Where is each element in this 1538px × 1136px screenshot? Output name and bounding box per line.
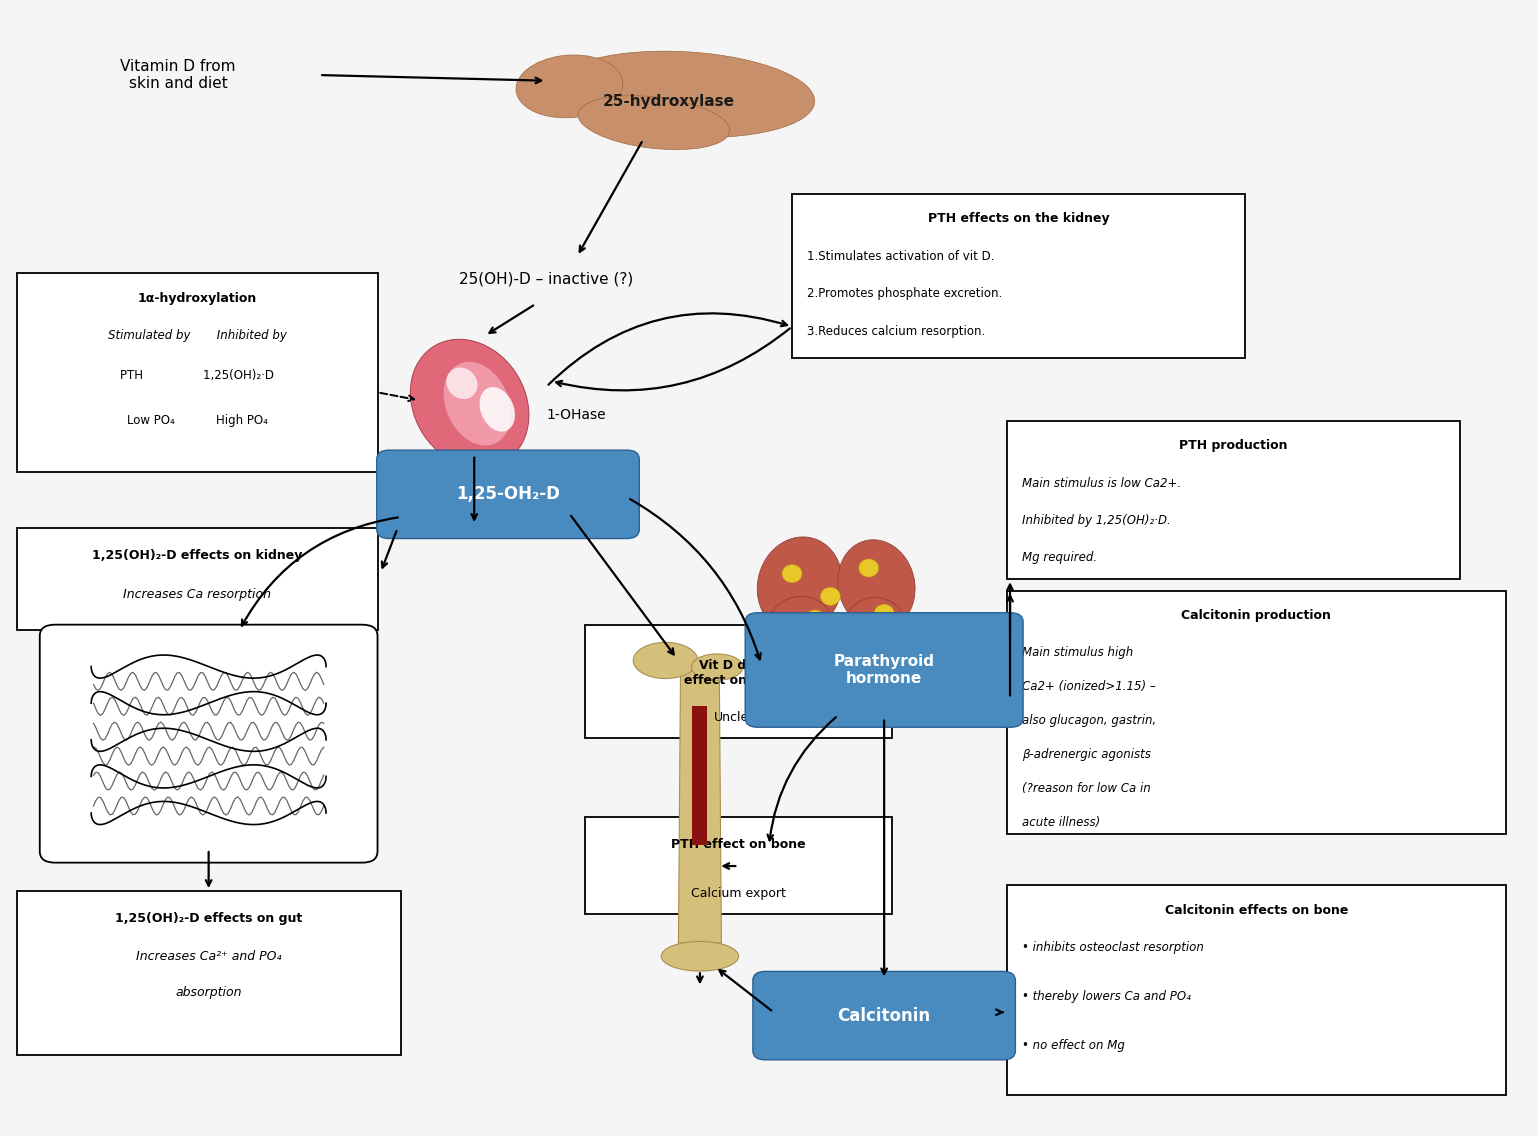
Text: 3.Reduces calcium resorption.: 3.Reduces calcium resorption.: [807, 325, 986, 337]
Text: • thereby lowers Ca and PO₄: • thereby lowers Ca and PO₄: [1023, 989, 1192, 1003]
FancyBboxPatch shape: [17, 891, 400, 1055]
Polygon shape: [678, 663, 721, 943]
Text: Mg required.: Mg required.: [1023, 551, 1098, 565]
Text: 2.Promotes phosphate excretion.: 2.Promotes phosphate excretion.: [807, 287, 1003, 300]
Text: Calcitonin effects on bone: Calcitonin effects on bone: [1164, 904, 1349, 917]
FancyBboxPatch shape: [17, 528, 377, 630]
Text: (?reason for low Ca in: (?reason for low Ca in: [1023, 783, 1150, 795]
Text: Increases Ca²⁺ and PO₄: Increases Ca²⁺ and PO₄: [135, 950, 281, 963]
Ellipse shape: [480, 387, 515, 432]
Text: Calcitonin: Calcitonin: [838, 1006, 930, 1025]
Ellipse shape: [578, 95, 729, 150]
Ellipse shape: [691, 654, 743, 680]
Ellipse shape: [844, 598, 909, 663]
Text: Vitamin D from
skin and diet: Vitamin D from skin and diet: [120, 59, 235, 91]
Text: PTH effect on bone: PTH effect on bone: [671, 838, 806, 851]
FancyBboxPatch shape: [792, 194, 1244, 358]
Ellipse shape: [858, 559, 878, 577]
FancyBboxPatch shape: [584, 625, 892, 738]
Text: 25(OH)-D – inactive (?): 25(OH)-D – inactive (?): [460, 272, 634, 286]
Text: Calcitonin production: Calcitonin production: [1181, 609, 1332, 623]
Ellipse shape: [764, 596, 834, 665]
FancyBboxPatch shape: [40, 625, 377, 862]
Ellipse shape: [446, 368, 477, 399]
Text: 1,25-OH₂-D: 1,25-OH₂-D: [457, 485, 560, 503]
FancyBboxPatch shape: [754, 971, 1015, 1060]
Text: 25-hydroxylase: 25-hydroxylase: [603, 93, 735, 109]
Text: Parathyroid
hormone: Parathyroid hormone: [834, 654, 935, 686]
Text: • no effect on Mg: • no effect on Mg: [1023, 1038, 1126, 1052]
Text: Main stimulus is low Ca2+.: Main stimulus is low Ca2+.: [1023, 476, 1181, 490]
FancyBboxPatch shape: [1007, 885, 1506, 1095]
FancyBboxPatch shape: [17, 274, 377, 471]
Ellipse shape: [804, 610, 824, 628]
Text: 1α-hydroxylation: 1α-hydroxylation: [137, 292, 257, 304]
Text: Unclear: Unclear: [714, 711, 763, 724]
Polygon shape: [692, 707, 707, 844]
FancyBboxPatch shape: [584, 817, 892, 913]
Text: 1.Stimulates activation of vit D.: 1.Stimulates activation of vit D.: [807, 250, 995, 262]
Ellipse shape: [443, 362, 511, 445]
Ellipse shape: [874, 604, 894, 623]
Text: absorption: absorption: [175, 986, 241, 1000]
FancyBboxPatch shape: [1007, 591, 1506, 834]
FancyBboxPatch shape: [831, 630, 846, 676]
Ellipse shape: [661, 942, 738, 971]
Text: Inhibited by 1,25(OH)₂·D.: Inhibited by 1,25(OH)₂·D.: [1023, 513, 1170, 527]
Text: acute illness): acute illness): [1023, 817, 1101, 829]
Text: 1,25(OH)₂-D effects on kidney: 1,25(OH)₂-D effects on kidney: [92, 549, 303, 562]
Text: Calcium export: Calcium export: [691, 887, 786, 900]
Text: • inhibits osteoclast resorption: • inhibits osteoclast resorption: [1023, 941, 1204, 954]
Ellipse shape: [411, 340, 529, 468]
Text: also glucagon, gastrin,: also glucagon, gastrin,: [1023, 715, 1157, 727]
Text: Stimulated by       Inhibited by: Stimulated by Inhibited by: [108, 329, 286, 342]
Text: Low PO₄           High PO₄: Low PO₄ High PO₄: [126, 415, 268, 427]
Text: PTH production: PTH production: [1180, 440, 1287, 452]
Ellipse shape: [781, 565, 801, 583]
Text: Vit D direct
effect on bone?: Vit D direct effect on bone?: [683, 659, 794, 686]
Ellipse shape: [634, 642, 698, 678]
Text: Increases Ca resorption: Increases Ca resorption: [123, 587, 271, 601]
FancyBboxPatch shape: [1007, 420, 1460, 579]
Text: Main stimulus high: Main stimulus high: [1023, 646, 1134, 660]
FancyBboxPatch shape: [746, 612, 1023, 727]
Text: 1,25(OH)₂-D effects on gut: 1,25(OH)₂-D effects on gut: [115, 912, 303, 925]
Ellipse shape: [838, 540, 915, 630]
Ellipse shape: [757, 537, 843, 633]
FancyBboxPatch shape: [377, 450, 640, 538]
Text: PTH effects on the kidney: PTH effects on the kidney: [927, 212, 1109, 225]
Text: PTH                1,25(OH)₂·D: PTH 1,25(OH)₂·D: [120, 369, 274, 382]
Text: β-adrenergic agonists: β-adrenergic agonists: [1023, 749, 1150, 761]
Text: 1-OHase: 1-OHase: [546, 408, 606, 421]
Text: Ca2+ (ionized>1.15) –: Ca2+ (ionized>1.15) –: [1023, 680, 1157, 693]
Ellipse shape: [555, 51, 815, 137]
Ellipse shape: [517, 55, 623, 118]
Ellipse shape: [820, 587, 840, 605]
